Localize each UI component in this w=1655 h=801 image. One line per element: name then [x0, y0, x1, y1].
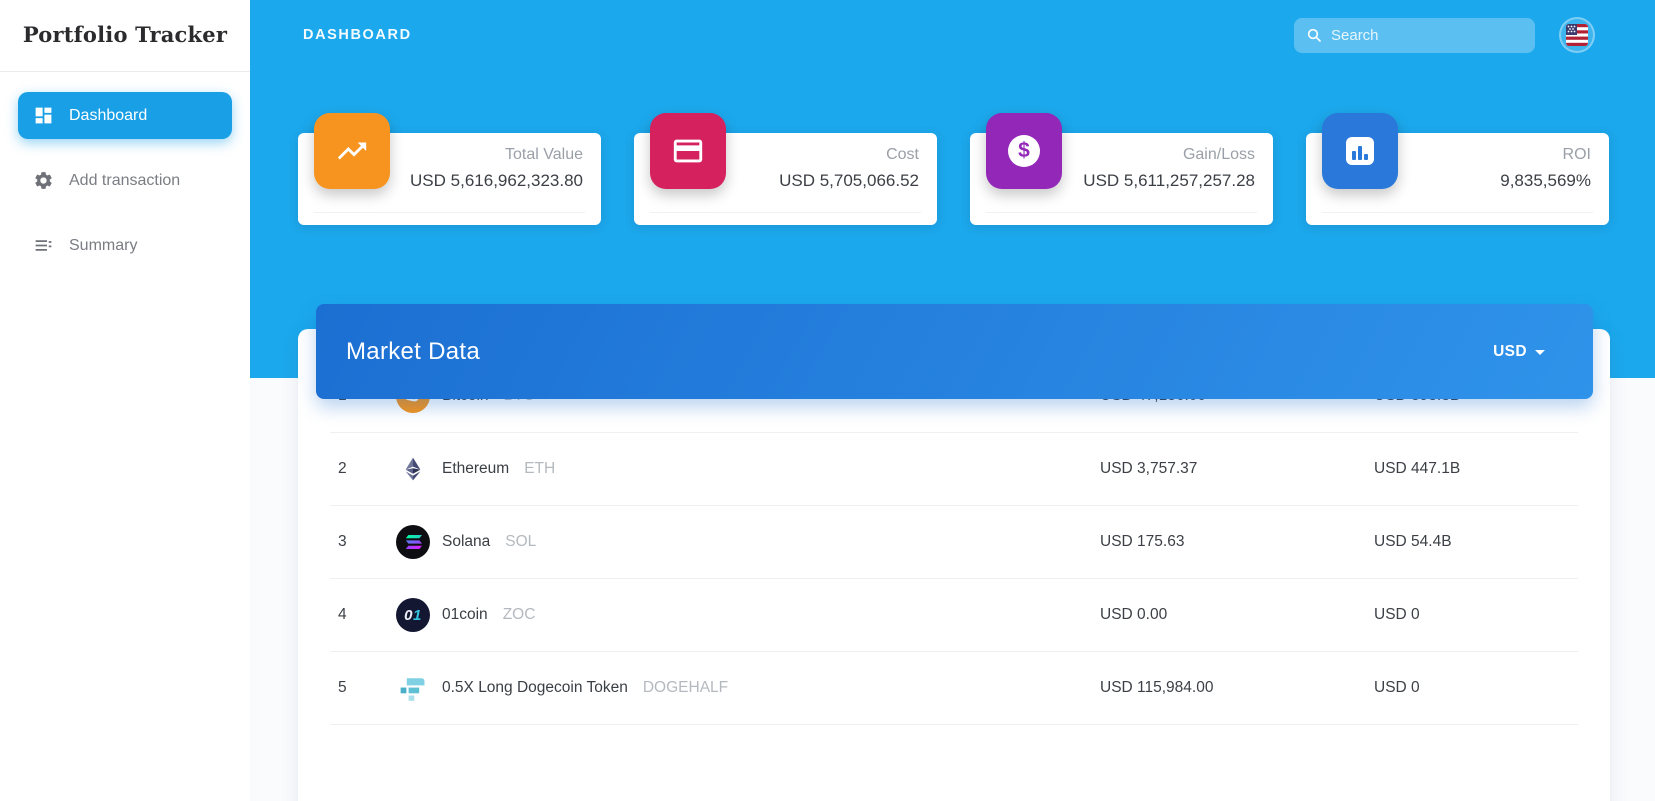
- stat-meta: ROI 9,835,569%: [1500, 146, 1591, 191]
- solana-icon: [396, 525, 430, 559]
- sidebar-item-label: Dashboard: [69, 106, 148, 124]
- sidebar-item-label: Add transaction: [69, 171, 181, 189]
- coin-market-cap: USD 0: [1374, 606, 1420, 623]
- table-bottom-divider: [330, 724, 1578, 725]
- search-box[interactable]: [1294, 17, 1535, 53]
- stat-card-gain-loss: $ Gain/Loss USD 5,611,257,257.28: [970, 113, 1273, 225]
- stat-meta: Gain/Loss USD 5,611,257,257.28: [1083, 146, 1255, 191]
- coin-price: USD 115,984.00: [1100, 679, 1214, 696]
- dogehalf-icon: [396, 671, 430, 705]
- main-content: DASHBOARD: [250, 0, 1655, 801]
- coin-price: USD 0.00: [1100, 606, 1168, 623]
- stat-label: ROI: [1562, 146, 1591, 163]
- list-icon: [32, 235, 54, 257]
- coin-market-cap: USD 0: [1374, 679, 1420, 696]
- stat-card-total-value: Total Value USD 5,616,962,323.80: [298, 113, 601, 225]
- stat-card-cost: Cost USD 5,705,066.52: [634, 113, 937, 225]
- sidebar: Portfolio Tracker Dashboard Add transact…: [0, 0, 250, 801]
- coin-name: Solana: [442, 533, 491, 550]
- dollar-icon: $: [986, 113, 1062, 189]
- coin-rank: 5: [338, 679, 347, 696]
- coin-name: Ethereum: [442, 460, 510, 477]
- stat-divider: [986, 212, 1257, 213]
- table-row[interactable]: 5 0.5X Long Dogecoin Token: [330, 651, 1578, 724]
- search-icon: [1307, 28, 1321, 42]
- stat-divider: [314, 212, 585, 213]
- stat-value: USD 5,616,962,323.80: [410, 171, 583, 190]
- coin-symbol: ETH: [524, 460, 556, 477]
- flag-icon: [1566, 24, 1588, 46]
- sidebar-nav: Dashboard Add transaction Summary: [0, 92, 250, 269]
- coin-price: USD 3,757.37: [1100, 460, 1198, 477]
- sidebar-item-summary[interactable]: Summary: [18, 222, 232, 269]
- page-title: DASHBOARD: [303, 27, 412, 43]
- stat-card-roi: ROI 9,835,569%: [1306, 113, 1609, 225]
- coin-symbol: SOL: [505, 533, 537, 550]
- coin-price: USD 175.63: [1100, 533, 1185, 550]
- chevron-down-icon: [1535, 350, 1545, 355]
- market-data-header: Market Data USD: [316, 304, 1593, 399]
- market-data-title: Market Data: [346, 337, 481, 365]
- stat-cards: Total Value USD 5,616,962,323.80 Cost US…: [298, 113, 1609, 225]
- sidebar-divider: [0, 71, 250, 72]
- topbar: DASHBOARD: [250, 0, 1655, 70]
- coin-rank: 4: [338, 606, 347, 623]
- ethereum-icon: [396, 452, 430, 486]
- market-data-card: Market Data USD # Cryptocurrency Price M…: [298, 304, 1610, 801]
- credit-card-icon: [650, 113, 726, 189]
- currency-dropdown[interactable]: USD: [1493, 343, 1545, 361]
- coin-name: 0.5X Long Dogecoin Token: [442, 679, 628, 696]
- stat-meta: Cost USD 5,705,066.52: [779, 146, 919, 191]
- stat-label: Total Value: [505, 146, 583, 163]
- stat-divider: [650, 212, 921, 213]
- coin-symbol: ZOC: [502, 606, 536, 623]
- currency-flag-button[interactable]: [1559, 17, 1595, 53]
- currency-dropdown-value: USD: [1493, 342, 1527, 360]
- sidebar-item-label: Summary: [69, 236, 138, 254]
- app-title: Portfolio Tracker: [22, 22, 228, 47]
- coin-rank: 2: [338, 460, 347, 477]
- coin-rank: 3: [338, 533, 347, 550]
- coin-market-cap: USD 447.1B: [1374, 460, 1461, 477]
- search-input[interactable]: [1331, 26, 1530, 44]
- table-row[interactable]: 2: [330, 432, 1578, 505]
- gear-icon: [32, 170, 54, 192]
- stat-divider: [1322, 212, 1593, 213]
- coin-market-cap: USD 54.4B: [1374, 533, 1452, 550]
- stat-value: 9,835,569%: [1500, 171, 1591, 190]
- stat-value: USD 5,705,066.52: [779, 171, 919, 190]
- sidebar-item-add-transaction[interactable]: Add transaction: [18, 157, 232, 204]
- bar-chart-icon: [1322, 113, 1398, 189]
- sidebar-item-dashboard[interactable]: Dashboard: [18, 92, 232, 139]
- coin-symbol: DOGEHALF: [642, 679, 729, 696]
- stat-label: Gain/Loss: [1182, 146, 1255, 163]
- table-row[interactable]: 3: [330, 505, 1578, 578]
- coin-name: 01coin: [442, 606, 488, 623]
- stat-meta: Total Value USD 5,616,962,323.80: [410, 146, 583, 191]
- stat-label: Cost: [886, 146, 919, 163]
- stat-value: USD 5,611,257,257.28: [1083, 171, 1255, 190]
- trending-up-icon: [314, 113, 390, 189]
- market-data-section: Market Data USD # Cryptocurrency Price M…: [298, 304, 1610, 801]
- dashboard-icon: [32, 105, 54, 127]
